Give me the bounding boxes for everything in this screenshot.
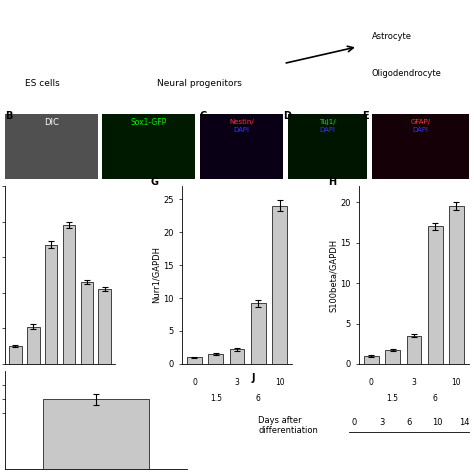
Bar (63, 225, 75, 364)
Text: B: B (5, 111, 12, 121)
Text: 3: 3 (379, 418, 384, 427)
Text: 6: 6 (407, 418, 412, 427)
Text: 10: 10 (432, 418, 442, 427)
Y-axis label: Nurr1/GAPDH: Nurr1/GAPDH (152, 246, 161, 303)
Text: 0: 0 (192, 378, 197, 387)
Text: 1.5: 1.5 (210, 394, 222, 403)
Bar (229, 349, 245, 364)
Bar (428, 227, 443, 364)
Bar (187, 357, 202, 364)
FancyBboxPatch shape (372, 114, 469, 179)
Text: DIC: DIC (44, 118, 59, 127)
Bar (45, 245, 57, 364)
Text: DAPI: DAPI (234, 127, 250, 133)
Text: Oligodendrocyte: Oligodendrocyte (372, 69, 442, 78)
Bar (43, 399, 149, 469)
Text: 14: 14 (460, 418, 470, 427)
Text: GFAP/: GFAP/ (410, 119, 430, 125)
Text: 6: 6 (66, 394, 72, 403)
Text: 3: 3 (235, 378, 239, 387)
Text: Sox1-GFP: Sox1-GFP (131, 118, 167, 127)
Bar (208, 354, 223, 364)
Text: 0: 0 (351, 418, 356, 427)
Text: Days after
differentiation: Days after differentiation (30, 421, 90, 440)
Text: Nestin/: Nestin/ (229, 119, 254, 125)
Text: 6: 6 (256, 394, 261, 403)
Text: 0: 0 (13, 378, 18, 387)
Text: D: D (283, 111, 292, 121)
Text: ES cells: ES cells (25, 79, 59, 88)
FancyBboxPatch shape (200, 114, 283, 179)
Text: 1.5: 1.5 (387, 394, 399, 403)
Text: 3: 3 (411, 378, 416, 387)
Text: DAPI: DAPI (412, 127, 428, 133)
Text: J: J (252, 374, 255, 383)
Bar (251, 303, 266, 364)
Text: 10: 10 (275, 378, 284, 387)
Text: DAPI: DAPI (319, 127, 336, 133)
Text: Neural progenitors: Neural progenitors (157, 79, 242, 88)
Bar (81, 282, 93, 364)
Text: 10: 10 (82, 378, 91, 387)
Text: TuJ1/: TuJ1/ (319, 119, 336, 125)
Bar (449, 206, 464, 364)
FancyBboxPatch shape (288, 114, 367, 179)
Bar (385, 350, 400, 364)
Bar (27, 327, 39, 364)
Y-axis label: S100beta/GAPDH: S100beta/GAPDH (329, 238, 338, 311)
Bar (272, 206, 287, 364)
Text: 1.5: 1.5 (27, 394, 39, 403)
Text: Days after
differentiation: Days after differentiation (258, 416, 318, 435)
FancyBboxPatch shape (102, 114, 195, 179)
Bar (364, 356, 379, 364)
Text: G: G (151, 177, 159, 187)
FancyBboxPatch shape (5, 114, 98, 179)
Text: 0: 0 (369, 378, 374, 387)
Text: 6: 6 (433, 394, 438, 403)
Bar (407, 336, 421, 364)
Text: H: H (328, 177, 336, 187)
Text: Astrocyte: Astrocyte (372, 32, 412, 41)
Bar (9, 346, 22, 364)
Text: 14: 14 (100, 394, 109, 403)
Text: E: E (363, 111, 369, 121)
Text: C: C (200, 111, 207, 121)
Text: 10: 10 (452, 378, 461, 387)
Text: 3: 3 (49, 378, 54, 387)
Bar (99, 289, 111, 364)
